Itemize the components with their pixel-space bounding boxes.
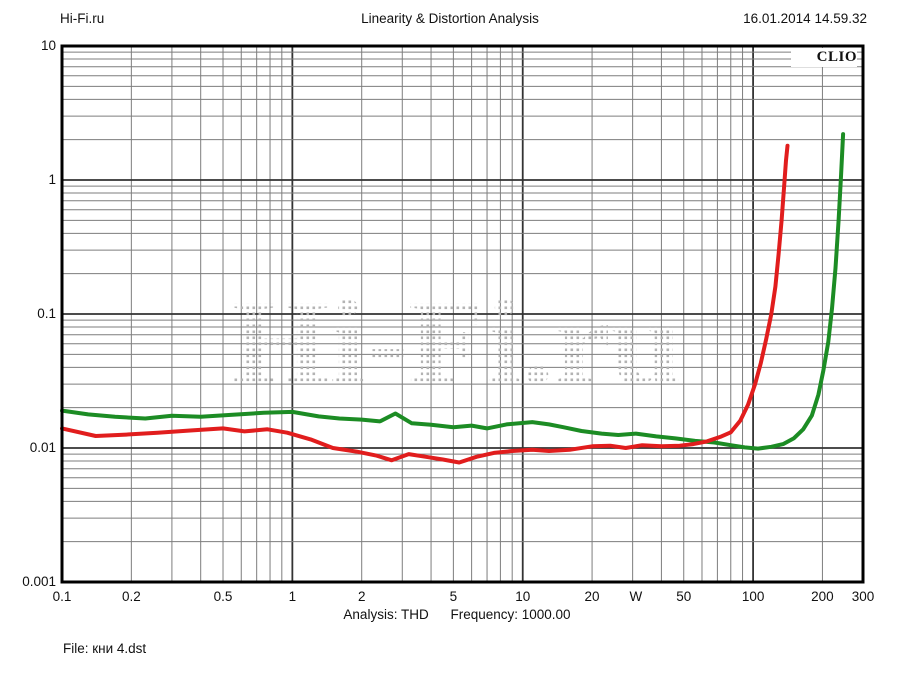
x-tick-label: 200 [811, 589, 834, 604]
frequency-label: Frequency: 1000.00 [450, 607, 571, 622]
y-tick-label: 0.001 [22, 574, 56, 589]
y-tick-label: 0.1 [37, 306, 56, 321]
x-tick-label: 5 [449, 589, 458, 604]
x-tick-label: 10 [515, 589, 531, 604]
report-header: Hi-Fi.ru Linearity & Distortion Analysis… [0, 11, 900, 29]
clio-logo: CLIO [791, 48, 857, 67]
x-tick-label: 20 [584, 589, 600, 604]
y-tick-label: 10 [40, 38, 56, 53]
timestamp: 16.01.2014 14.59.32 [743, 11, 867, 26]
measurement-curves [60, 132, 846, 465]
x-tick-label: 50 [676, 589, 692, 604]
red-curve [60, 143, 790, 465]
y-tick-label: 0.01 [29, 440, 56, 455]
site-label: Hi-Fi.ru [60, 11, 105, 26]
file-label: File: кни 4.dst [63, 641, 147, 656]
x-axis-unit-label: W [629, 589, 643, 604]
plot-border [60, 44, 865, 584]
x-tick-label: 0.5 [213, 589, 233, 604]
watermark: Hi-Fi.ru [230, 275, 682, 410]
analysis-status-line: Analysis: THD Frequency: 1000.00 [62, 607, 852, 622]
x-tick-label: 2 [357, 589, 366, 604]
analysis-label: Analysis: THD [343, 607, 429, 622]
x-tick-label: 300 [851, 589, 875, 604]
plot-grid [62, 46, 863, 582]
x-tick-label: 1 [288, 589, 297, 604]
green-curve [60, 132, 846, 451]
page-title: Linearity & Distortion Analysis [361, 11, 539, 26]
y-tick-label: 1 [48, 172, 56, 187]
x-tick-label: 0.1 [52, 589, 72, 604]
x-tick-label: 100 [741, 589, 765, 604]
x-tick-label: 0.2 [121, 589, 141, 604]
